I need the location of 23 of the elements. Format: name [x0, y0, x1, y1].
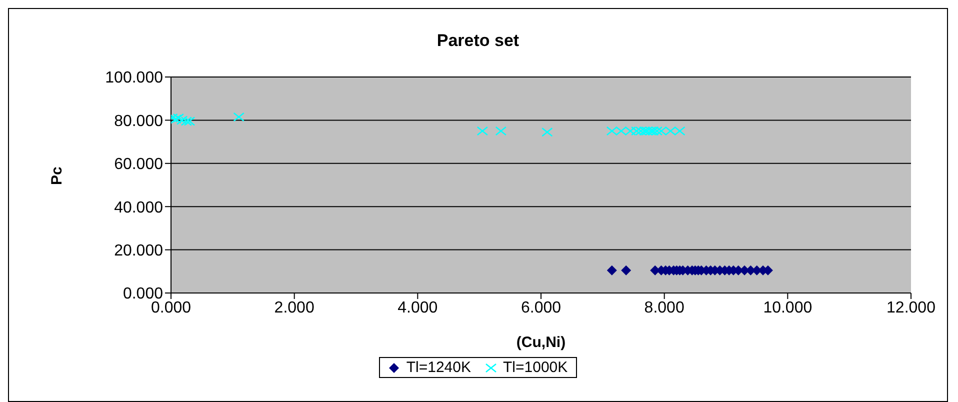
y-tick-label: 80.000 — [114, 112, 164, 130]
x-axis-title: (Cu,Ni) — [516, 334, 566, 351]
chart-title: Pareto set — [436, 31, 520, 52]
point — [621, 265, 632, 276]
x-tick-label: 12.000 — [886, 299, 936, 316]
point — [476, 126, 488, 136]
x-tick-label: 8.000 — [644, 299, 684, 316]
point — [542, 127, 553, 137]
point — [606, 265, 617, 276]
x-tick-label: 6.000 — [520, 299, 562, 316]
y-tick-label: 40.000 — [114, 199, 164, 216]
point — [495, 126, 507, 136]
legend-label: Tl=1000K — [502, 359, 568, 376]
y-tick-label: 60.000 — [114, 156, 164, 174]
y-tick-label: 100.000 — [105, 70, 164, 87]
legend-label: Tl=1240K — [405, 359, 471, 376]
y-axis-title: Pc — [48, 166, 66, 185]
y-tick-label: 20.000 — [114, 242, 164, 260]
point — [233, 112, 244, 122]
x-tick-label: 0.000 — [150, 299, 192, 316]
x-tick-label: 4.000 — [398, 299, 438, 316]
x-tick-label: 10.000 — [763, 299, 812, 316]
x-tick-label: 2.000 — [274, 299, 314, 316]
